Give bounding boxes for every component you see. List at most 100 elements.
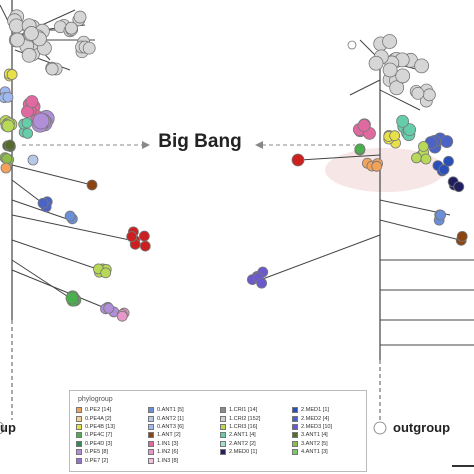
tree-node <box>411 152 422 164</box>
tree-node <box>10 32 25 48</box>
tree-node <box>368 55 384 71</box>
legend-label: 0.ANT2 [1] <box>157 415 184 422</box>
legend-grid: 0.PE2 [14] 0.ANT1 [5] 1.CRI1 [14] 2.MED1 [1… <box>76 406 366 465</box>
legend-item: 0.PE4C [7] <box>76 431 148 439</box>
legend-item: 1.IN2 [6] <box>148 448 220 456</box>
tree-node <box>1 119 15 133</box>
tree-branch <box>259 234 381 281</box>
big-bang-label: Big Bang <box>158 131 242 152</box>
tree-node <box>21 117 33 129</box>
tree-node <box>65 291 79 305</box>
tree-node <box>116 310 128 322</box>
tree-node <box>456 230 468 242</box>
tree-branch <box>11 239 101 271</box>
legend-label: 0.PE5 [8] <box>85 449 109 456</box>
legend-swatch <box>220 449 226 456</box>
legend-item: 1.IN3 [8] <box>148 456 220 464</box>
legend-item: 0.PE2 [14] <box>76 406 148 414</box>
tree-branch <box>11 259 71 299</box>
legend-item: 1.CRI2 [152] <box>220 414 292 422</box>
tree-node <box>354 143 366 155</box>
legend-item: 0.PE4B [13] <box>76 423 148 431</box>
outgroup-node <box>0 421 5 435</box>
tree-node <box>357 119 371 132</box>
legend-item: 0.ANT2 [1] <box>148 414 220 422</box>
legend-label: 0.PE4C [7] <box>85 432 113 439</box>
legend-label: 0.ANT3 [6] <box>157 423 184 430</box>
tree-branch <box>11 214 131 241</box>
outgroup-label-left: up <box>0 420 16 435</box>
tree-branch <box>11 269 111 311</box>
arrow-head <box>255 141 263 149</box>
tree-node <box>103 302 115 314</box>
legend-label: 2.ANT1 [4] <box>229 432 256 439</box>
legend-swatch <box>220 407 226 414</box>
legend-item: 3.ANT1 [4] <box>292 431 364 439</box>
tree-node <box>22 127 34 139</box>
tree-node <box>21 47 37 63</box>
tree-node <box>438 164 450 175</box>
tree-node <box>0 162 12 174</box>
legend-label: 2.MED0 [1] <box>229 449 257 456</box>
legend-item: 0.PE7 [2] <box>76 456 148 464</box>
legend-label: 0.PE4A [2] <box>85 415 112 422</box>
legend-label: 0.PE4B [13] <box>85 423 115 430</box>
legend-label: 1.IN2 [6] <box>157 449 179 456</box>
tree-node <box>2 91 14 103</box>
tree-node <box>382 34 397 49</box>
legend-label: 1.CRI2 [152] <box>229 415 261 422</box>
tree-node <box>9 18 24 34</box>
legend-item: 2.MED3 [10] <box>292 423 364 431</box>
legend-item: 1.ANT [2] <box>148 431 220 439</box>
legend-item: 2.ANT1 [4] <box>220 431 292 439</box>
legend-item: 4.ANT1 [3] <box>292 448 364 456</box>
arrow-head <box>142 141 150 149</box>
legend-swatch <box>292 432 298 439</box>
legend-swatch <box>220 415 226 422</box>
tree-node <box>126 231 138 242</box>
tree-branch <box>349 79 381 96</box>
legend-swatch <box>76 415 82 422</box>
tree-node <box>4 139 16 151</box>
tree-node <box>389 80 405 96</box>
tree-node <box>27 154 39 166</box>
legend-swatch <box>76 440 82 447</box>
legend-label: 1.CRI1 [14] <box>229 407 258 414</box>
legend-item: 0.PE4A [2] <box>76 414 148 422</box>
legend-item: 2.ANT2 [2] <box>220 440 292 448</box>
tree-branch <box>379 89 421 111</box>
legend-item: 1.IN1 [3] <box>148 440 220 448</box>
tree-node <box>6 69 18 80</box>
legend-swatch <box>220 440 226 447</box>
tree-node <box>73 10 87 24</box>
legend-swatch <box>148 449 154 456</box>
legend-swatch <box>292 449 298 456</box>
legend-label: 1.IN1 [3] <box>157 440 179 447</box>
tree-node <box>414 58 430 74</box>
tree-nodes <box>0 9 468 435</box>
legend-swatch <box>76 432 82 439</box>
legend-label: 2.MED3 [10] <box>301 423 333 430</box>
tree-node <box>138 230 150 242</box>
legend-item: 3.ANT2 [5] <box>292 440 364 448</box>
legend-swatch <box>220 423 226 430</box>
phylogroup-legend: phylogroup 0.PE2 [14] 0.ANT1 [5] 1.CRI1 [1… <box>69 390 367 472</box>
legend-item: 0.ANT3 [6] <box>148 423 220 431</box>
tree-node <box>100 267 112 279</box>
tree-node <box>371 160 383 172</box>
legend-label: 1.ANT [2] <box>157 432 181 439</box>
legend-swatch <box>76 457 82 464</box>
legend-swatch <box>148 407 154 414</box>
legend-swatch <box>148 423 154 430</box>
tree-node <box>139 240 151 252</box>
tree-node <box>453 181 465 193</box>
tree-node <box>347 40 357 50</box>
legend-item: 1.CRI3 [16] <box>220 423 292 431</box>
tree-node <box>86 179 98 191</box>
tree-node <box>45 62 59 76</box>
outgroup-node <box>373 421 387 435</box>
legend-title: phylogroup <box>78 396 113 403</box>
tree-node <box>37 197 49 209</box>
legend-label: 2.MED2 [4] <box>301 415 329 422</box>
